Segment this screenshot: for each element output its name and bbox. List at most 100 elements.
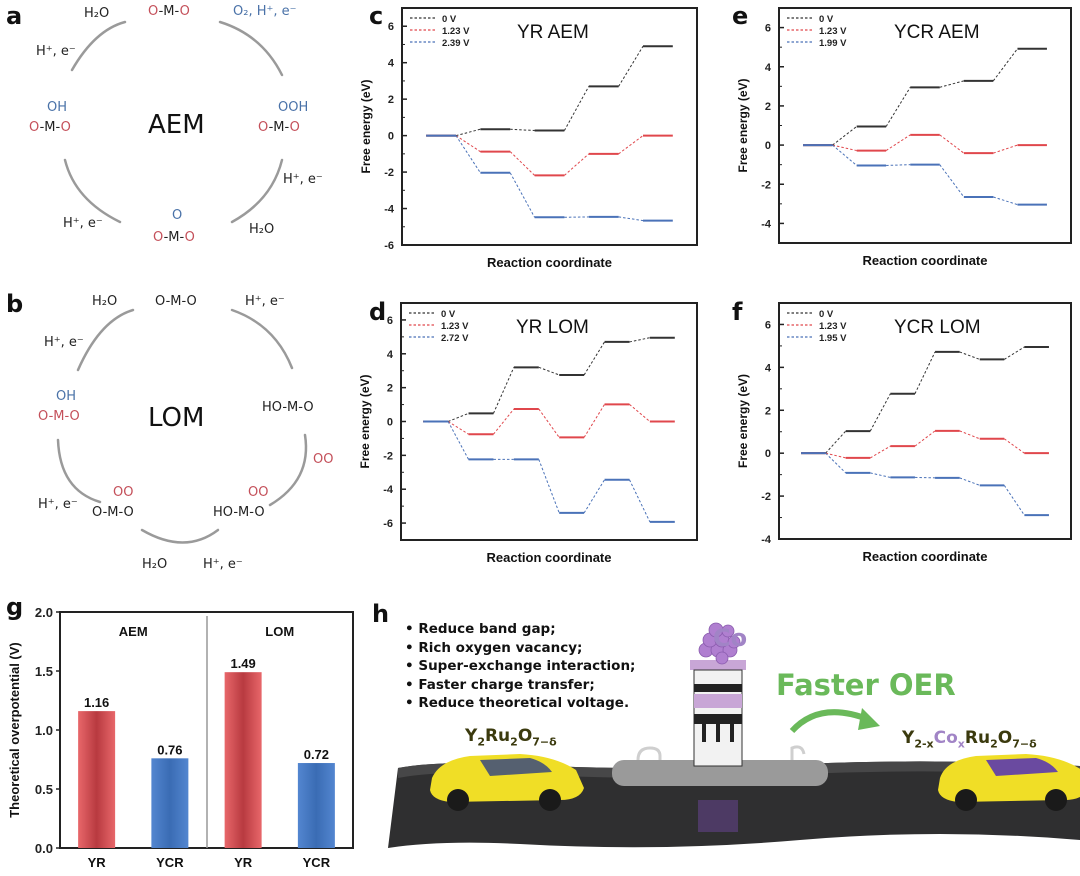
energy-connector	[886, 165, 910, 166]
y-tick-label: 4	[765, 362, 772, 374]
energy-connector	[1004, 439, 1024, 453]
bullet-item: Faster charge transfer;	[405, 676, 635, 695]
bar-yr	[225, 672, 262, 848]
arrow-bottom-right	[232, 160, 282, 222]
feature-bullets: Reduce band gap; Rich oxygen vacancy; Su…	[405, 620, 635, 713]
formula-y2ru2o7: Y2Ru2O7−δ	[465, 726, 557, 748]
y-tick-label: 4	[388, 58, 395, 70]
bar-yr	[78, 711, 115, 848]
y-tick-label: 2	[387, 383, 393, 395]
formula-y2xcoxru2o7: Y2-xCoxRu2O7−δ	[902, 728, 1037, 750]
energy-connector	[539, 409, 559, 437]
nozzle-left	[638, 748, 660, 760]
energy-connector	[629, 404, 649, 421]
state-right-top: OOH	[278, 100, 308, 115]
energy-connector	[940, 135, 964, 153]
chart-title: YCR AEM	[894, 22, 980, 43]
y-tick-label: 6	[765, 319, 771, 331]
energy-connector	[833, 126, 857, 145]
y-tick-label: 1.5	[35, 664, 53, 679]
y-tick-label: 2.0	[35, 605, 53, 620]
label-h-right: H⁺, e⁻	[283, 172, 323, 187]
y-tick-label: 2	[388, 94, 394, 106]
energy-connector	[886, 87, 910, 126]
aem-center-label: AEM	[148, 110, 205, 140]
label-h-bottom-b: H⁺, e⁻	[203, 557, 243, 572]
energy-connector	[564, 154, 588, 176]
energy-connector	[584, 480, 604, 513]
x-axis-label: Reaction coordinate	[487, 550, 612, 565]
energy-connector	[456, 129, 480, 135]
legend-label: 1.23 V	[819, 321, 847, 332]
energy-connector	[833, 145, 857, 165]
bullet-item: Super-exchange interaction;	[405, 657, 635, 676]
label-h-top-right-b: H⁺, e⁻	[245, 294, 285, 309]
energy-connector	[510, 173, 534, 217]
energy-connector	[960, 431, 980, 439]
state-left: O-M-O	[29, 120, 71, 135]
group-label: AEM	[119, 624, 148, 639]
state-right-b: HO-M-O	[262, 400, 314, 415]
state-bottom-top: O	[172, 208, 182, 223]
chart-title: YCR LOM	[894, 317, 981, 338]
energy-connector	[539, 367, 559, 375]
y-tick-label: 1.0	[35, 723, 53, 738]
legend-label: 0 V	[819, 14, 834, 25]
label-o2-top: O₂, H⁺, e⁻	[233, 4, 296, 19]
y-tick-label: 6	[765, 23, 771, 35]
state-top-b: O-M-O	[155, 294, 197, 309]
bullet-item: Rich oxygen vacancy;	[405, 639, 635, 658]
energy-connector	[870, 394, 890, 431]
energy-connector	[870, 473, 890, 478]
energy-connector	[448, 413, 468, 421]
bar-ycr	[151, 758, 188, 848]
x-tick-label: YCR	[156, 855, 184, 870]
bullet-item: Reduce band gap;	[405, 620, 635, 639]
state-bottom-right-b: HO-M-O	[213, 505, 265, 520]
co-cluster	[699, 623, 740, 664]
legend-label: 0 V	[819, 309, 834, 320]
car-left	[430, 754, 584, 811]
y-tick-label: 2	[765, 101, 771, 113]
y-tick-label: 0	[765, 448, 771, 460]
legend-label: 1.23 V	[441, 321, 469, 332]
y-tick-label: 0	[388, 131, 394, 143]
x-tick-label: YCR	[303, 855, 331, 870]
label-h-top-left-b: H⁺, e⁻	[44, 335, 84, 350]
arrow-bottom	[142, 530, 218, 543]
y-tick-label: -2	[384, 167, 394, 179]
legend-label: 1.95 V	[819, 333, 847, 344]
arrow-top-left	[72, 22, 125, 70]
fuel-pump	[690, 660, 746, 832]
energy-connector	[1004, 347, 1024, 359]
lom-center-label: LOM	[148, 403, 204, 433]
arrow-top-right	[220, 22, 282, 75]
legend-label: 1.23 V	[819, 26, 847, 37]
label-oo-right-b: OO	[313, 452, 333, 467]
label-h2o-bottom-b: H₂O	[142, 557, 167, 572]
panel-letter-e: e	[732, 2, 748, 30]
energy-connector	[448, 422, 468, 460]
y-tick-label: 0.5	[35, 782, 53, 797]
bar-value-label: 1.16	[84, 695, 109, 710]
y-tick-label: 4	[765, 62, 772, 74]
energy-connector	[940, 165, 964, 197]
x-axis-label: Reaction coordinate	[863, 253, 988, 268]
energy-connector	[993, 49, 1017, 81]
label-h-left-bottom: H⁺, e⁻	[63, 216, 103, 231]
group-label: LOM	[265, 624, 294, 639]
energy-connector	[870, 446, 890, 458]
legend-label: 0 V	[441, 309, 456, 320]
energy-connector	[564, 86, 588, 130]
energy-connector	[493, 409, 513, 434]
y-tick-label: -4	[761, 534, 772, 546]
bullet-item: Reduce theoretical voltage.	[405, 694, 635, 713]
panel-letter-g: g	[6, 593, 23, 621]
energy-connector	[448, 422, 468, 435]
y-axis-label: Theoretical overpotential (V)	[7, 642, 22, 818]
